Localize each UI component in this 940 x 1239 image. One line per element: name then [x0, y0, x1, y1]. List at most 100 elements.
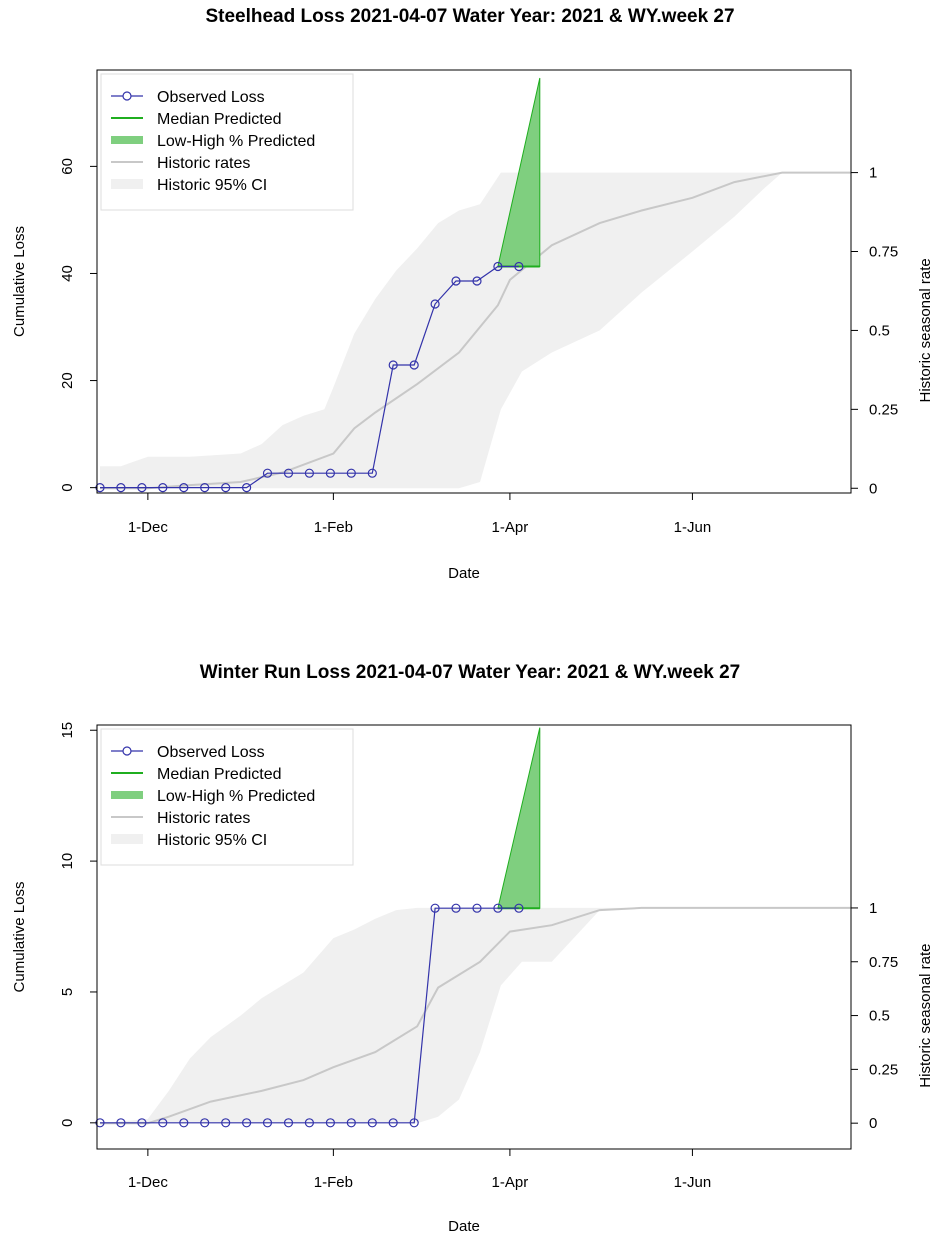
observed-loss-point [283, 1118, 294, 1128]
y-tick-label: 0 [59, 483, 76, 491]
observed-loss-point [325, 468, 335, 478]
y-axis-label: Cumulative Loss [11, 882, 28, 993]
observed-loss-point [493, 903, 503, 913]
historic-ci-band [100, 172, 851, 489]
y2-tick-label: 0 [869, 480, 877, 497]
observed-loss-point [221, 483, 231, 493]
x-tick-label: 1-Dec [128, 1174, 169, 1191]
observed-loss-point [430, 903, 440, 913]
legend-marker-observed-loss [122, 91, 132, 101]
legend-label: Historic rates [157, 810, 250, 827]
y-tick-label: 40 [59, 265, 76, 282]
observed-loss-point [242, 1118, 252, 1128]
observed-loss-point [116, 483, 126, 493]
legend: Observed Loss Median Predicted Low-High % … [100, 728, 354, 866]
observed-loss-point [367, 1118, 377, 1128]
y2-tick-label: 1 [869, 900, 877, 917]
predicted-range-area [497, 727, 541, 909]
legend-label: Median Predicted [157, 111, 282, 128]
observed-loss-point [179, 483, 189, 493]
x-tick-label: 1-Jun [674, 519, 712, 536]
y-tick-label: 15 [59, 722, 76, 739]
legend-label: Historic rates [157, 155, 250, 172]
legend-label: Observed Loss [157, 744, 265, 761]
observed-loss-point [430, 299, 440, 309]
historic-rates-line [100, 906, 851, 1125]
x-axis-label: Date [448, 565, 480, 582]
y-tick-label: 5 [59, 988, 76, 996]
observed-loss-point [451, 276, 461, 286]
legend-label: Observed Loss [157, 89, 265, 106]
legend-label: Low-High % Predicted [157, 133, 315, 150]
chart-title: Winter Run Loss 2021-04-07 Water Year: 2… [200, 662, 741, 683]
observed-loss-point [304, 468, 314, 478]
y2-tick-label: 0.75 [869, 244, 898, 261]
chart-svg: Steelhead Loss 2021-04-07 Water Year: 20… [11, 6, 934, 582]
observed-loss-point [493, 261, 503, 272]
observed-loss-point [325, 1118, 335, 1128]
observed-loss-line [100, 907, 519, 1124]
x-tick-label: 1-Dec [128, 519, 169, 536]
observed-loss-point [388, 1118, 398, 1128]
x-tick-label: 1-Jun [674, 1174, 712, 1191]
observed-loss-point [158, 1118, 168, 1128]
x-tick-label: 1-Apr [492, 519, 529, 536]
y2-axis-label: Historic seasonal rate [917, 258, 934, 402]
observed-loss-point [242, 483, 252, 493]
y2-tick-label: 0.25 [869, 1061, 898, 1078]
observed-loss-point [367, 468, 377, 478]
observed-loss-point [304, 1118, 314, 1128]
legend-label: Low-High % Predicted [157, 788, 315, 805]
y-tick-label: 0 [59, 1119, 76, 1127]
x-tick-label: 1-Feb [314, 519, 353, 536]
y2-tick-label: 0.25 [869, 401, 898, 418]
historic-ci-band [100, 907, 851, 1124]
plot-frame [96, 724, 852, 1150]
observed-loss-point [514, 903, 524, 913]
plot-frame [96, 69, 852, 494]
observed-loss-point [451, 903, 461, 913]
observed-loss-point [137, 1118, 147, 1128]
observed-loss-point [262, 1118, 273, 1128]
x-tick-label: 1-Apr [492, 1174, 529, 1191]
observed-loss-point [409, 360, 419, 370]
y2-tick-label: 1 [869, 165, 877, 182]
observed-loss-line [100, 265, 519, 489]
observed-loss-point [158, 483, 168, 493]
y-tick-label: 20 [59, 372, 76, 389]
observed-loss-point [200, 483, 210, 493]
legend-label: Historic 95% CI [157, 177, 267, 194]
observed-loss-point [116, 1118, 126, 1128]
x-tick-label: 1-Feb [314, 1174, 353, 1191]
legend: Observed Loss Median Predicted Low-High % … [100, 73, 354, 211]
y2-tick-label: 0.5 [869, 322, 890, 339]
x-axis-label: Date [448, 1218, 480, 1235]
y-tick-label: 60 [59, 158, 76, 175]
observed-loss-point [346, 1118, 356, 1128]
chart-svg: Winter Run Loss 2021-04-07 Water Year: 2… [11, 662, 934, 1235]
plot-area [95, 77, 851, 493]
observed-loss-point [472, 276, 482, 286]
chart-title: Steelhead Loss 2021-04-07 Water Year: 20… [205, 6, 734, 27]
y2-axis-label: Historic seasonal rate [917, 943, 934, 1087]
plot-area [95, 727, 851, 1128]
observed-loss-point [388, 360, 398, 370]
observed-loss-point [283, 468, 294, 478]
observed-loss-point [137, 483, 147, 493]
predicted-range-area [497, 77, 541, 267]
observed-loss-point [221, 1118, 231, 1128]
observed-loss-point [200, 1118, 210, 1128]
observed-loss-point [472, 903, 482, 913]
winter-run-loss-chart: Winter Run Loss 2021-04-07 Water Year: 2… [0, 619, 940, 1239]
y-tick-label: 10 [59, 853, 76, 870]
legend-label: Median Predicted [157, 766, 282, 783]
observed-loss-point [346, 468, 356, 478]
y2-tick-label: 0.5 [869, 1008, 890, 1025]
observed-loss-point [514, 261, 524, 272]
y2-tick-label: 0.75 [869, 954, 898, 971]
historic-rates-line [100, 171, 851, 490]
legend-marker-observed-loss [122, 746, 132, 756]
observed-loss-point [262, 468, 273, 478]
legend-label: Historic 95% CI [157, 832, 267, 849]
y-axis-label: Cumulative Loss [11, 226, 28, 337]
